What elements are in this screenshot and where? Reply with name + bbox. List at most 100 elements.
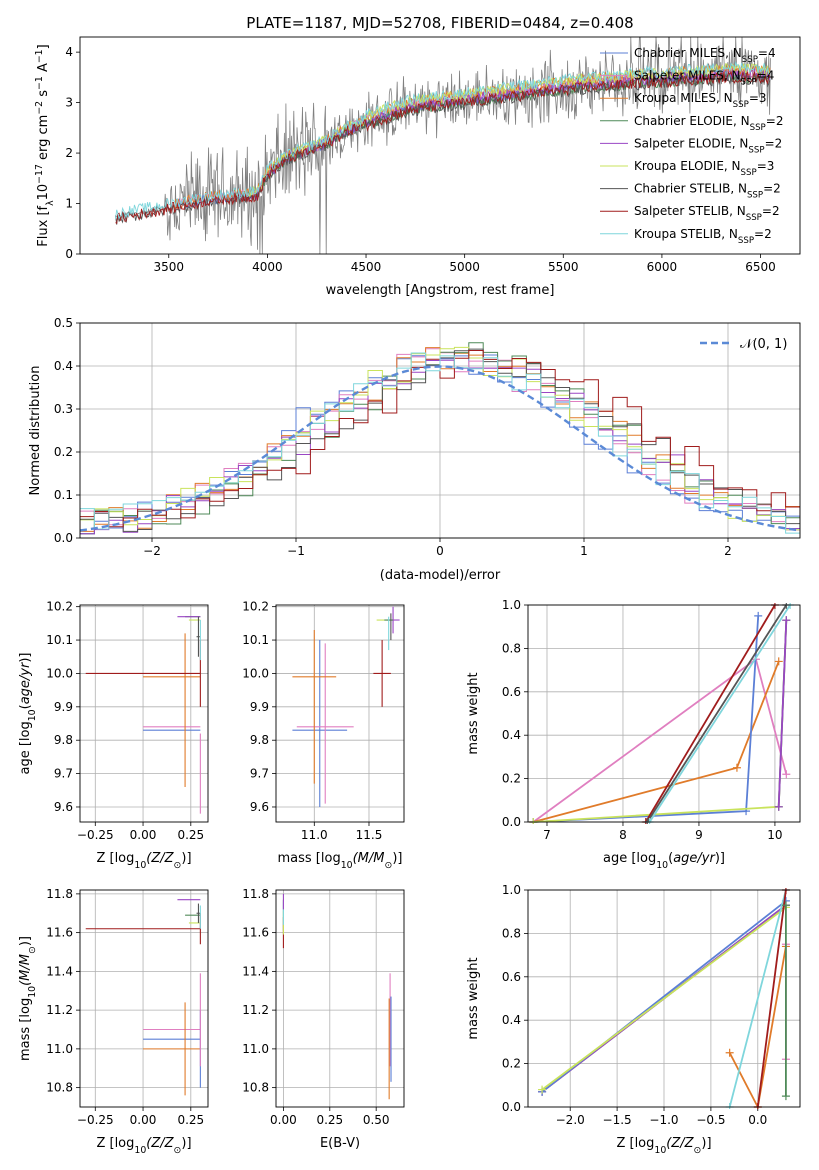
x-tick-label: 0.25 xyxy=(177,828,204,842)
weight-line-chabrier-miles xyxy=(533,615,760,823)
y-tick-label: 4 xyxy=(65,45,73,59)
y-tick-label: 10.1 xyxy=(242,633,269,647)
normal-curve xyxy=(80,365,800,532)
y-tick-label: 2 xyxy=(65,146,73,160)
y-tick-label: 9.8 xyxy=(250,733,269,747)
label-part: 10 xyxy=(27,986,38,998)
label-part: =3 xyxy=(749,91,767,105)
y-tick-label: 9.8 xyxy=(54,733,73,747)
x-axis-label: E(B-V) xyxy=(320,1136,360,1151)
weight-line-salpeter-elodie xyxy=(777,620,788,807)
label-part: )] xyxy=(181,1136,191,1151)
label-part: SSP xyxy=(742,55,758,65)
y-tick-label: 1 xyxy=(65,197,73,211)
axes-frame xyxy=(527,604,801,823)
y-tick-label: 10.8 xyxy=(242,1081,269,1095)
y-tick-label: 0.6 xyxy=(502,970,521,984)
weight-line-salpeter-stelib xyxy=(756,889,787,1108)
y-tick-label: 0.1 xyxy=(54,488,73,502)
y-tick-label: 11.0 xyxy=(46,1042,73,1056)
histogram-kroupa-elodie xyxy=(80,346,800,531)
label-part: ⊙ xyxy=(174,1145,182,1156)
label-part: =2 xyxy=(763,182,781,196)
y-axis-label: mass weight xyxy=(466,957,481,1039)
label-part: )] xyxy=(715,851,725,866)
label-part: 10 xyxy=(27,709,38,721)
x-tick-label: 3500 xyxy=(153,260,184,274)
axes-frame xyxy=(527,889,801,1108)
weight-marker xyxy=(754,611,763,620)
age-vs-mass-chart: 11.0 11.5 9.6 9.7 9.8 9.9 10.0 10.1 10.2 mass [lo… xyxy=(242,600,405,871)
y-tick-label: 0.3 xyxy=(54,402,73,416)
weight-marker xyxy=(781,1092,790,1101)
y-tick-label: 0.8 xyxy=(502,641,521,655)
weight-marker xyxy=(538,1085,547,1094)
label-part: Kroupa STELIB, N xyxy=(634,227,738,241)
label-part: =2 xyxy=(754,227,772,241)
label-part: SSP xyxy=(733,100,749,110)
label-part: Salpeter MILES, N xyxy=(634,69,741,83)
x-tick-label: 10 xyxy=(767,828,782,842)
x-tick-label: 0.25 xyxy=(177,1113,204,1127)
label-part: A xyxy=(36,63,51,76)
y-tick-label: 11.6 xyxy=(46,926,73,940)
y-tick-label: 0.8 xyxy=(502,926,521,940)
age-vs-z-chart: −0.25 0.00 0.25 9.6 9.7 9.8 9.9 10.0 10.1 10.2 Z [… xyxy=(18,600,209,871)
label-part: s xyxy=(36,90,51,101)
mass-vs-z-plot-area xyxy=(85,899,201,1096)
label-part: ⊙ xyxy=(694,1145,702,1156)
y-tick-label: 1.0 xyxy=(502,883,521,897)
legend-entry: Salpeter STELIB, NSSP=2 xyxy=(634,204,780,223)
label-part: 10 xyxy=(134,1145,146,1156)
x-axis-label: (data-model)/error xyxy=(380,568,501,583)
y-tick-label: 11.0 xyxy=(242,1042,269,1056)
label-part: (Z/Z xyxy=(666,1136,694,1151)
label-part: =2 xyxy=(762,204,780,218)
legend-entry: Chabrier ELODIE, NSSP=2 xyxy=(634,114,783,133)
x-tick-label: 11.0 xyxy=(301,828,328,842)
y-tick-label: 0.0 xyxy=(502,1100,521,1114)
x-tick-label: 11.5 xyxy=(356,828,383,842)
weight-marker xyxy=(725,1048,734,1057)
label-part: SSP xyxy=(746,213,762,223)
mass-vs-ebv-chart: 0.00 0.25 0.50 10.8 11.0 11.2 11.4 11.6 11.8 E(B-… xyxy=(242,887,405,1151)
label-part: Salpeter ELODIE, N xyxy=(634,136,748,150)
legend-entry: Kroupa ELODIE, NSSP=3 xyxy=(634,159,774,178)
x-tick-label: −2.0 xyxy=(556,1113,585,1127)
label-part: SSP xyxy=(747,191,763,201)
weight-line-chabrier-stelib xyxy=(646,604,788,823)
x-tick-label: 0.0 xyxy=(748,1113,767,1127)
label-part: SSP xyxy=(748,145,764,155)
label-part: Kroupa ELODIE, N xyxy=(634,159,741,173)
label-part: age/yr xyxy=(18,661,33,704)
mass-vs-ebv-plot-area xyxy=(282,893,392,1100)
x-axis-label: Z [log10(Z/Z⊙)] xyxy=(96,1136,191,1156)
y-tick-label: 11.6 xyxy=(242,926,269,940)
label-part: age [log xyxy=(18,721,33,774)
x-axis-label: age [log10(age/yr)] xyxy=(603,851,725,871)
label-part: ( xyxy=(668,851,673,866)
weight-marker xyxy=(732,763,741,772)
x-tick-label: −1.0 xyxy=(649,1113,678,1127)
label-part: Chabrier ELODIE, N xyxy=(634,114,750,128)
legend-entry: Chabrier STELIB, NSSP=2 xyxy=(634,182,781,201)
label-part: SSP xyxy=(738,236,754,246)
y-axis-label: age [log10(age/yr)] xyxy=(18,652,38,774)
y-tick-label: 9.7 xyxy=(250,767,269,781)
model-kroupa-elodie xyxy=(247,62,771,199)
legend-entry: 𝒩(0, 1) xyxy=(740,337,787,352)
legend-entry: Salpeter ELODIE, NSSP=2 xyxy=(634,136,782,155)
spectrum-plot-area xyxy=(115,37,771,254)
axes-frame xyxy=(79,604,209,823)
y-tick-label: 11.2 xyxy=(46,1003,73,1017)
y-tick-label: 0 xyxy=(65,247,73,261)
y-tick-label: 9.6 xyxy=(54,800,73,814)
y-tick-label: 10.2 xyxy=(242,600,269,614)
x-tick-label: −0.5 xyxy=(696,1113,725,1127)
age-vs-z-plot-area xyxy=(85,616,201,814)
label-part: (Z/Z xyxy=(146,1136,174,1151)
axes-frame xyxy=(79,322,801,539)
label-part: )] xyxy=(18,652,33,662)
x-tick-label: 0 xyxy=(436,544,444,558)
x-tick-label: 1 xyxy=(580,544,588,558)
